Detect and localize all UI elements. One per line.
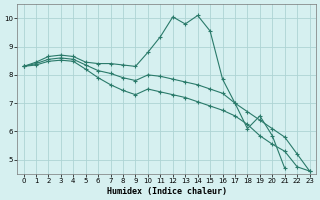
X-axis label: Humidex (Indice chaleur): Humidex (Indice chaleur) (107, 187, 227, 196)
